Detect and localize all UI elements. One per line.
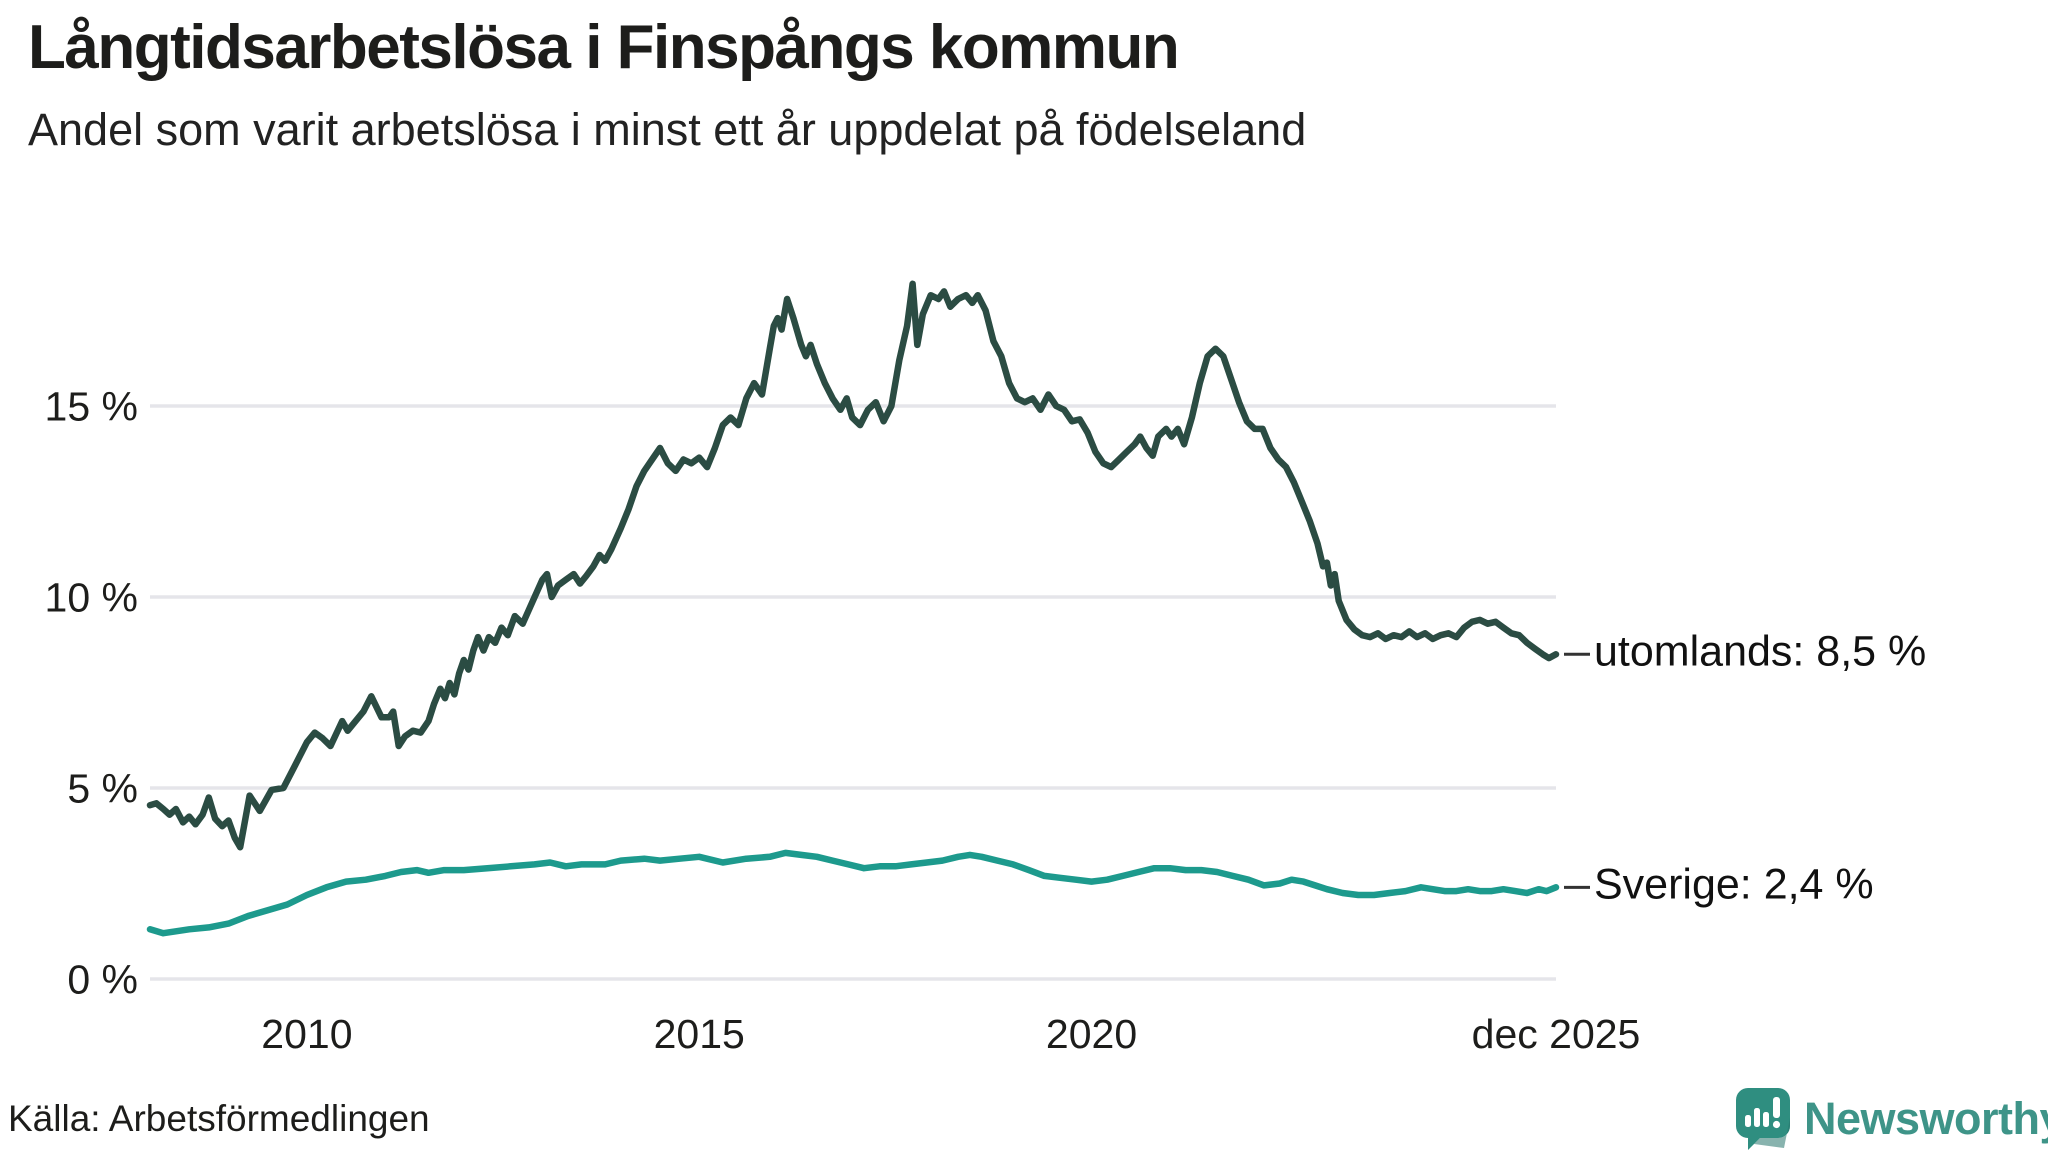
bar-3 [1763,1112,1769,1127]
bar-1 [1745,1115,1751,1127]
exclamation-bar [1773,1097,1780,1118]
series-label-sverige: Sverige: 2,4 % [1594,860,1874,909]
y-tick-label: 5 % [67,765,138,811]
page-title: Långtidsarbetslösa i Finspångs kommun [28,13,1180,82]
Sverige-line [146,849,1560,937]
newsworthy-brand: Newsworthy [1736,1088,2048,1150]
page-subtitle: Andel som varit arbetslösa i minst ett å… [28,104,1307,155]
y-tick-label: 10 % [45,574,138,620]
bubble-shade [1754,1104,1790,1148]
source-note: Källa: Arbetsförmedlingen [8,1098,430,1139]
newsworthy-logo-icon [1736,1088,1790,1150]
exclamation-dot [1772,1120,1781,1129]
series-label-utomlands: utomlands: 8,5 % [1594,627,1927,676]
y-tick-label: 15 % [45,383,138,429]
x-tick-label: 2020 [1046,1011,1137,1057]
x-tick-label: dec 2025 [1472,1011,1641,1057]
x-tick-label: 2015 [654,1011,745,1057]
x-tick-label: 2010 [261,1011,352,1057]
y-tick-label: 0 % [67,956,138,1002]
utomlands-line [146,280,1560,851]
bar-2 [1754,1108,1760,1127]
brand-name: Newsworthy [1804,1093,2048,1144]
